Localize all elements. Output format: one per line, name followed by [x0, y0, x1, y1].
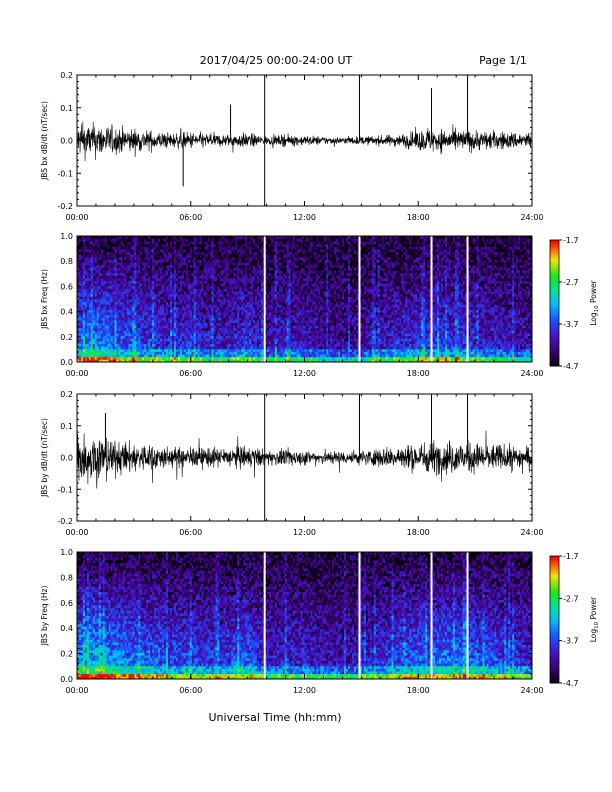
- figure: 2017/04/25 00:00-24:00 UT Page 1/1 Unive…: [0, 0, 612, 792]
- x-axis-label: Universal Time (hh:mm): [209, 711, 342, 724]
- y-axis-label: JBS bx dB/dt (nT/sec): [40, 101, 49, 181]
- panels-group: 0.2 0.1 0.0 -0.1 -0.2 00:00 06:00 12:00 18:00 24:…: [40, 71, 600, 695]
- figure-title: 2017/04/25 00:00-24:00 UT: [200, 54, 353, 67]
- x-tick-label: 06:00: [179, 213, 202, 222]
- y-tick-label: 0.2: [60, 71, 73, 80]
- x-tick-label: 00:00: [65, 213, 88, 222]
- y-tick-label: -0.1: [57, 169, 73, 178]
- waveform-series: [77, 122, 532, 161]
- y-tick-label: 0.0: [60, 137, 73, 146]
- y-tick-label: -0.2: [57, 202, 73, 211]
- x-tick-label: 24:00: [520, 213, 543, 222]
- x-tick-label: 12:00: [293, 213, 316, 222]
- x-tick-label: 18:00: [407, 213, 430, 222]
- y-tick-label: 0.1: [60, 104, 73, 113]
- page-number: Page 1/1: [479, 54, 527, 67]
- panel-2: 1.00.80.60.40.20.000:00 06:00 12:00 18:00 24…: [40, 232, 600, 378]
- spectrogram-cells: [77, 236, 532, 362]
- panel-1: 0.2 0.1 0.0 -0.1 -0.2 00:00 06:00 12:00 18:00 24:…: [40, 71, 544, 222]
